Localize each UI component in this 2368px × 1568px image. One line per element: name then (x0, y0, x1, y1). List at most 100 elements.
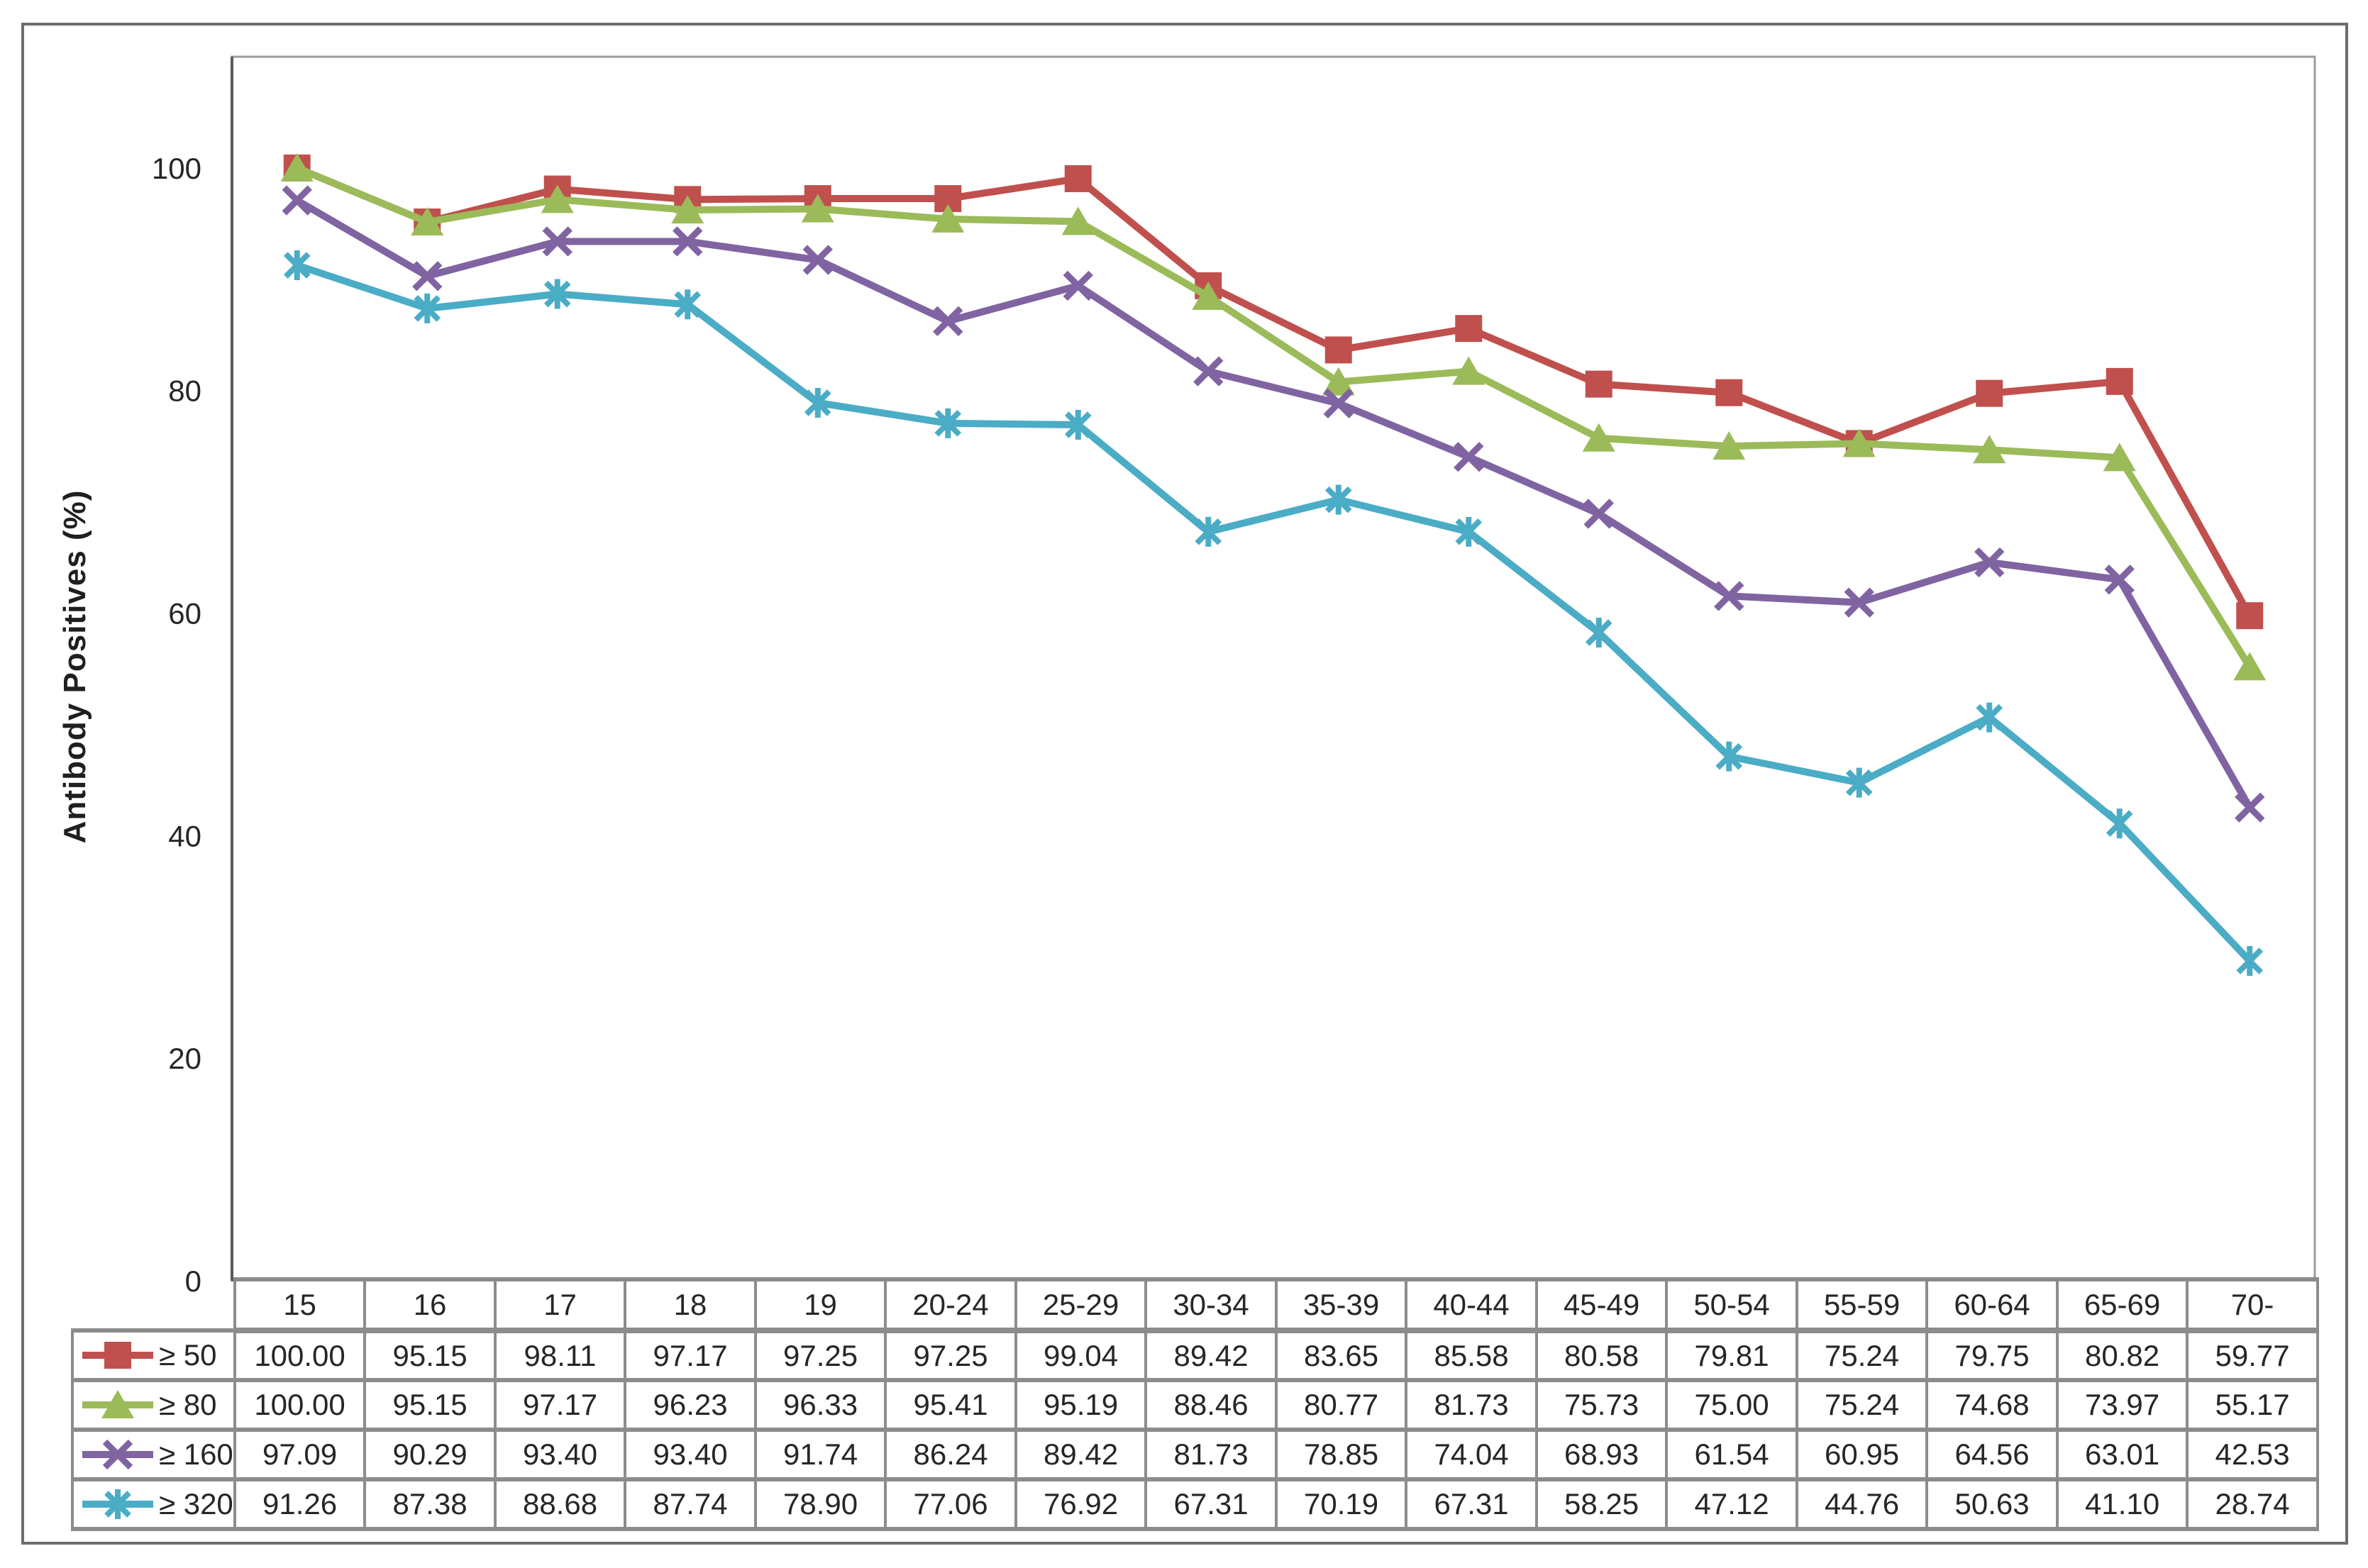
value-cell: 74.04 (1405, 1428, 1538, 1481)
value-cell: 50.63 (1925, 1477, 2059, 1531)
series-marker-x (933, 306, 963, 336)
series-marker-triangle (1842, 428, 1876, 457)
value-cell: 75.24 (1795, 1328, 1929, 1382)
series-marker-x (1323, 388, 1354, 418)
age-column-header: 16 (363, 1277, 497, 1333)
series-marker-x (282, 185, 312, 216)
series-marker-x (542, 226, 572, 257)
value-cell: 75.73 (1534, 1378, 1669, 1432)
series-1 (280, 152, 2267, 681)
value-cell: 95.15 (363, 1378, 497, 1432)
value-cell: 74.68 (1925, 1378, 2059, 1432)
value-cell: 97.25 (753, 1328, 887, 1382)
series-marker-triangle (671, 195, 704, 224)
series-marker-square (1585, 370, 1612, 398)
series-marker-star (1715, 741, 1743, 772)
age-column-header: 18 (624, 1277, 757, 1333)
value-cell: 81.73 (1405, 1378, 1538, 1432)
series-marker-triangle (1973, 435, 2006, 464)
value-cell: 75.24 (1795, 1378, 1929, 1432)
series-marker-star (283, 250, 311, 281)
value-cell: 60.95 (1795, 1428, 1929, 1481)
value-cell: 80.58 (1534, 1328, 1669, 1382)
series-marker-star (1845, 767, 1873, 798)
value-cell: 88.68 (493, 1477, 627, 1531)
series-marker-star (1976, 702, 2003, 733)
series-marker-square (104, 1342, 131, 1369)
series-marker-star (1455, 516, 1483, 547)
value-cell: 76.92 (1014, 1477, 1148, 1531)
series-marker-triangle (2233, 652, 2267, 681)
series-marker-x (1193, 356, 1224, 387)
age-column-header: 35-39 (1274, 1277, 1408, 1333)
figure-border (21, 23, 2348, 1545)
value-cell: 83.65 (1274, 1328, 1408, 1382)
series-marker-triangle (931, 204, 965, 233)
plot-border (231, 55, 2316, 1282)
series-marker-triangle (1452, 356, 1485, 385)
series-marker-square (2236, 602, 2264, 630)
age-column-header: 55-59 (1795, 1277, 1929, 1333)
age-column-header: 60-64 (1925, 1277, 2059, 1333)
value-cell: 100.00 (233, 1378, 367, 1432)
value-cell: 87.38 (363, 1477, 497, 1531)
age-column-header: 17 (493, 1277, 627, 1333)
table-row-series-2: ≥ 160 97.09 90.29 93.40 93.40 91.74 86.24 89.42… (71, 1428, 2319, 1481)
value-cell: 89.42 (1144, 1328, 1278, 1382)
series-marker-triangle (801, 194, 834, 223)
series-marker-square (1324, 336, 1352, 364)
series-marker-triangle (1061, 206, 1095, 235)
value-cell: 96.23 (624, 1378, 757, 1432)
value-cell: 89.42 (1014, 1428, 1148, 1481)
value-cell: 41.10 (2055, 1477, 2189, 1531)
series-marker-triangle (1713, 431, 1746, 460)
age-column-header: 19 (753, 1277, 887, 1333)
value-cell: 70.19 (1274, 1477, 1408, 1531)
value-cell: 96.33 (753, 1378, 887, 1432)
age-column-header: 20-24 (884, 1277, 1017, 1333)
chart-data-table: 15 16 17 18 19 20-24 25-29 30-34 35-39 40-44 45-49… (71, 1277, 2319, 1531)
value-cell: 85.58 (1405, 1328, 1538, 1382)
series-marker-star (2106, 808, 2133, 839)
value-cell: 79.81 (1665, 1328, 1798, 1382)
value-cell: 61.54 (1665, 1428, 1798, 1481)
value-cell: 97.25 (884, 1328, 1017, 1382)
series-marker-star (674, 289, 702, 320)
value-cell: 64.56 (1925, 1428, 2059, 1481)
series-marker-star (934, 408, 962, 438)
value-cell: 100.00 (233, 1328, 367, 1382)
value-cell: 80.82 (2055, 1328, 2189, 1382)
value-cell: 91.26 (233, 1477, 367, 1531)
age-column-header: 15 (233, 1277, 367, 1333)
value-cell: 98.11 (493, 1328, 627, 1382)
series-marker-x (1974, 547, 2005, 578)
value-cell: 78.90 (753, 1477, 887, 1531)
series-marker-triangle (2103, 443, 2136, 472)
series-label: ≥ 80 (159, 1388, 217, 1421)
age-column-header: 45-49 (1534, 1277, 1669, 1333)
series-marker-triangle (411, 207, 444, 236)
series-marker-triangle (101, 1390, 134, 1418)
value-cell: 90.29 (363, 1428, 497, 1481)
series-2 (282, 185, 2265, 823)
value-cell: 99.04 (1014, 1328, 1148, 1382)
value-cell: 81.73 (1144, 1428, 1278, 1481)
series-line (293, 164, 2254, 620)
age-column-header: 40-44 (1405, 1277, 1538, 1333)
value-cell: 97.17 (493, 1378, 627, 1432)
series-marker-star (1195, 516, 1222, 547)
legend-key-icon (82, 1489, 153, 1519)
value-cell: 47.12 (1665, 1477, 1798, 1531)
value-cell: 78.85 (1274, 1428, 1408, 1481)
series-marker-x (1063, 270, 1093, 301)
value-cell: 63.01 (2055, 1428, 2189, 1481)
value-cell: 93.40 (624, 1428, 757, 1481)
series-marker-star (1064, 410, 1092, 440)
age-column-header: 65-69 (2055, 1277, 2189, 1333)
series-marker-star (543, 279, 571, 309)
series-marker-star (104, 1489, 131, 1519)
series-marker-x (1583, 499, 1614, 529)
table-row-series-3: ≥ 320 91.26 87.38 88.68 87.74 78.90 77.06 76.92… (71, 1477, 2319, 1531)
series-marker-x (2104, 565, 2135, 595)
